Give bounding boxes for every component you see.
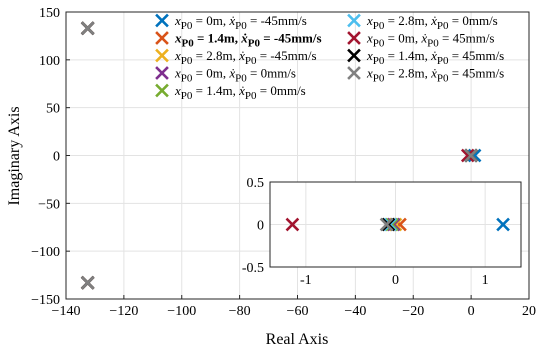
legend-marker-icon	[347, 31, 361, 45]
x-tick-label: −20	[402, 304, 424, 319]
y-tick-label: −100	[31, 245, 60, 260]
legend-label: xP0 = 0m, ẋP0 = -45mm/s	[174, 13, 307, 32]
legend-marker-icon	[155, 83, 169, 98]
legend-entry: xP0 = 1.4m, ẋP0 = 0mm/s	[155, 83, 306, 102]
data-point-marker	[460, 148, 475, 163]
data-point-marker	[80, 275, 95, 290]
legend-entry: xP0 = 2.8m, ẋP0 = -45mm/s	[155, 48, 317, 67]
legend-marker-icon	[155, 31, 169, 45]
inset-tick-labels: -1 0 1 -0.5 0 0.5	[242, 176, 489, 288]
legend-entry: xP0 = 0m, ẋP0 = -45mm/s	[155, 13, 307, 32]
legend-label: xP0 = 0m, ẋP0 = 45mm/s	[366, 31, 495, 50]
y-tick-label: 50	[46, 102, 60, 117]
inset-data-point-marker	[285, 217, 300, 232]
legend-entry: xP0 = 1.4m, ẋP0 = 45mm/s	[347, 48, 504, 67]
inset-plot-frame	[269, 181, 522, 268]
inset-x-tick-label: -1	[300, 273, 312, 288]
main-data-marks	[80, 21, 482, 290]
x-tick-label: −140	[52, 304, 81, 319]
inset-y-tick-label: -0.5	[242, 261, 264, 276]
legend-label: xP0 = 1.4m, ẋP0 = 0mm/s	[174, 83, 306, 102]
legend-marker-icon	[155, 66, 169, 80]
legend-marker-icon	[155, 13, 169, 28]
inset-y-tick-label: 0.5	[247, 176, 265, 191]
inset-data-marks	[285, 217, 510, 232]
x-tick-label: −120	[109, 304, 138, 319]
main-tick-labels: −140 −120 −100 −80 −60 −40 −20 0 20 −150 −100 −50 0 5…	[31, 6, 536, 319]
legend-entry: xP0 = 0m, ẋP0 = 45mm/s	[347, 31, 495, 50]
y-tick-label: 100	[39, 54, 60, 69]
legend-marker-icon	[347, 66, 361, 80]
inset-data-point-marker	[496, 217, 510, 232]
inset-zoom-plot: -1 0 1 -0.5 0 0.5	[242, 176, 522, 288]
legend-marker-icon	[155, 48, 169, 63]
x-axis-label: Real Axis	[266, 331, 329, 348]
legend-entry: xP0 = 2.8m, ẋP0 = 0mm/s	[347, 13, 498, 32]
x-tick-label: −80	[229, 304, 251, 319]
main-plot-frame	[65, 11, 530, 300]
inset-x-tick-label: 0	[392, 273, 399, 288]
inset-data-point-marker	[379, 217, 394, 232]
legend-label: xP0 = 2.8m, ẋP0 = 45mm/s	[366, 66, 504, 85]
x-tick-label: −40	[344, 304, 366, 319]
legend-entry: xP0 = 1.4m, ẋP0 = -45mm/s	[155, 31, 322, 50]
legend-label: xP0 = 0m, ẋP0 = 0mm/s	[174, 66, 296, 85]
x-tick-label: −100	[167, 304, 196, 319]
y-tick-label: 0	[53, 150, 60, 165]
inset-y-tick-label: 0	[257, 219, 264, 234]
data-point-marker	[80, 21, 95, 36]
legend-label: xP0 = 1.4m, ẋP0 = -45mm/s	[174, 31, 322, 50]
legend-entry: xP0 = 0m, ẋP0 = 0mm/s	[155, 66, 296, 85]
x-tick-label: 20	[522, 304, 536, 319]
inset-x-tick-label: 1	[482, 273, 489, 288]
x-tick-label: 0	[468, 304, 475, 319]
legend-marker-icon	[347, 13, 361, 28]
y-tick-label: −50	[38, 197, 60, 212]
data-point-marker	[463, 148, 478, 163]
legend-label: xP0 = 1.4m, ẋP0 = 45mm/s	[366, 48, 504, 67]
x-tick-label: −60	[287, 304, 309, 319]
legend-label: xP0 = 2.8m, ẋP0 = 0mm/s	[366, 13, 498, 32]
y-tick-label: −150	[31, 293, 60, 308]
legend-entry: xP0 = 2.8m, ẋP0 = 45mm/s	[347, 66, 504, 85]
legend-label: xP0 = 2.8m, ẋP0 = -45mm/s	[174, 48, 317, 67]
y-tick-label: 150	[39, 6, 60, 21]
legend-marker-icon	[347, 48, 361, 63]
y-axis-label: Imaginary Axis	[6, 106, 23, 205]
